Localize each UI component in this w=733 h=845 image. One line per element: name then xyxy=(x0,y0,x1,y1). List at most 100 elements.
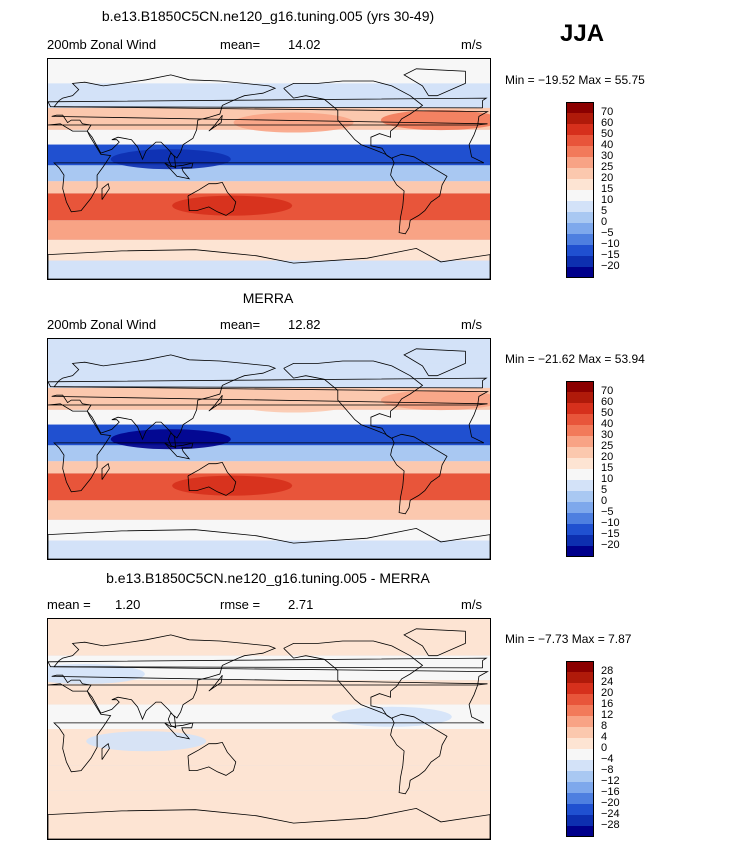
panel-2-plot xyxy=(48,339,490,559)
colorbar-swatch xyxy=(566,190,594,201)
coastline xyxy=(48,657,488,669)
colorbar-swatch xyxy=(566,436,594,447)
panel-3-mean-value: 1.20 xyxy=(115,597,141,612)
field-band xyxy=(48,619,490,656)
coastline xyxy=(48,403,485,493)
colorbar-tick-label: 70 xyxy=(601,385,614,397)
colorbar-tick-label: −5 xyxy=(601,227,614,239)
field-band xyxy=(48,339,490,364)
colorbar-swatch xyxy=(566,513,594,524)
colorbar-tick-label: −5 xyxy=(601,506,614,518)
colorbar-swatch xyxy=(566,381,594,392)
field-feature xyxy=(233,112,354,133)
colorbar-tick-label: 12 xyxy=(601,709,614,721)
field-band xyxy=(48,680,490,705)
colorbar-swatch xyxy=(566,102,594,113)
panel-2-mean-value: 12.82 xyxy=(288,317,321,332)
colorbar-swatch xyxy=(566,168,594,179)
colorbar-tick-label: −8 xyxy=(601,764,614,776)
coastline xyxy=(283,80,424,160)
coastline xyxy=(51,74,490,169)
colorbar-swatch xyxy=(566,458,594,469)
panel-1-max-value: 55.75 xyxy=(614,73,645,87)
colorbar-swatch xyxy=(566,804,594,815)
field-band xyxy=(48,540,490,559)
panel-2-mean-label: mean= xyxy=(220,317,261,332)
coastline xyxy=(403,628,466,657)
colorbar-tick-label: 28 xyxy=(601,665,614,677)
panel-3-rmse-label: rmse = xyxy=(220,597,261,612)
colorbar-swatch xyxy=(566,491,594,502)
coastline xyxy=(208,114,223,132)
colorbar-tick-label: −12 xyxy=(601,775,620,787)
colorbar-tick-label: 5 xyxy=(601,484,608,496)
colorbar-swatch xyxy=(566,749,594,760)
field-band xyxy=(48,239,490,261)
colorbar-tick-label: −20 xyxy=(601,797,620,809)
panel-1-minmax: Min = −19.52 Max = 55.75 xyxy=(505,73,645,87)
panel-1-min-label: Min = xyxy=(505,73,535,87)
colorbar-swatch xyxy=(566,212,594,223)
coastline xyxy=(164,442,194,460)
colorbar-tick-label: −10 xyxy=(601,517,620,529)
panel-3-max-value: 7.87 xyxy=(608,632,632,646)
field-band xyxy=(48,765,490,791)
colorbar-swatch xyxy=(566,425,594,436)
coastline xyxy=(164,162,194,180)
field-band xyxy=(48,790,490,839)
panel-3-mean-label: mean = xyxy=(47,597,91,612)
field-band xyxy=(48,165,490,182)
field-band xyxy=(48,129,490,145)
colorbar-tick-label: 5 xyxy=(601,205,608,217)
colorbar-swatch xyxy=(566,524,594,535)
field-band xyxy=(48,500,490,520)
colorbar-swatch xyxy=(566,256,594,267)
colorbar-swatch xyxy=(566,793,594,804)
coastline xyxy=(48,377,488,389)
colorbar-tick-label: −10 xyxy=(601,238,620,250)
colorbar-swatch xyxy=(566,201,594,212)
colorbar-tick-label: 10 xyxy=(601,194,614,206)
colorbar-swatch xyxy=(566,705,594,716)
coastline xyxy=(48,123,485,213)
panel-1-variable-label: 200mb Zonal Wind xyxy=(47,37,157,52)
field-band xyxy=(48,260,490,279)
colorbar-swatch xyxy=(566,157,594,168)
field-feature xyxy=(172,195,293,216)
colorbar-swatch xyxy=(566,146,594,157)
panel-1-mean-label: mean= xyxy=(220,37,261,52)
colorbar-tick-label: 20 xyxy=(601,687,614,699)
field-feature xyxy=(48,664,145,684)
colorbar-swatch xyxy=(566,760,594,771)
colorbar-swatch xyxy=(566,502,594,513)
coastline xyxy=(390,433,448,515)
field-band xyxy=(48,519,490,541)
field-band xyxy=(48,220,490,240)
panel-1-units: m/s xyxy=(461,37,482,52)
colorbar-tick-label: 15 xyxy=(601,183,614,195)
colorbar-tick-label: 30 xyxy=(601,150,614,162)
field-feature xyxy=(233,392,354,413)
panel-3-max-label: Max = xyxy=(571,632,605,646)
colorbar-swatch xyxy=(566,447,594,458)
panel-3-map xyxy=(47,618,491,840)
field-band xyxy=(48,59,490,84)
panel-1-mean-value: 14.02 xyxy=(288,37,321,52)
colorbar-tick-label: 0 xyxy=(601,495,608,507)
panel-3-rmse-value: 2.71 xyxy=(288,597,314,612)
colorbar-swatch xyxy=(566,245,594,256)
field-band xyxy=(48,83,490,108)
colorbar-tick-label: 25 xyxy=(601,161,614,173)
colorbar-swatch xyxy=(566,535,594,546)
coastline xyxy=(187,741,237,776)
panel-1-title: b.e13.B1850C5CN.ne120_g16.tuning.005 (yr… xyxy=(101,8,435,24)
season-label: JJA xyxy=(560,20,605,47)
colorbar-tick-label: 0 xyxy=(601,742,608,754)
coastline xyxy=(390,153,448,235)
panel-1-map xyxy=(47,58,491,280)
field-feature xyxy=(331,706,452,727)
colorbar-tick-label: −4 xyxy=(601,753,614,765)
panel-2-map xyxy=(47,338,491,560)
coastline xyxy=(283,360,424,440)
coastline xyxy=(48,97,488,109)
